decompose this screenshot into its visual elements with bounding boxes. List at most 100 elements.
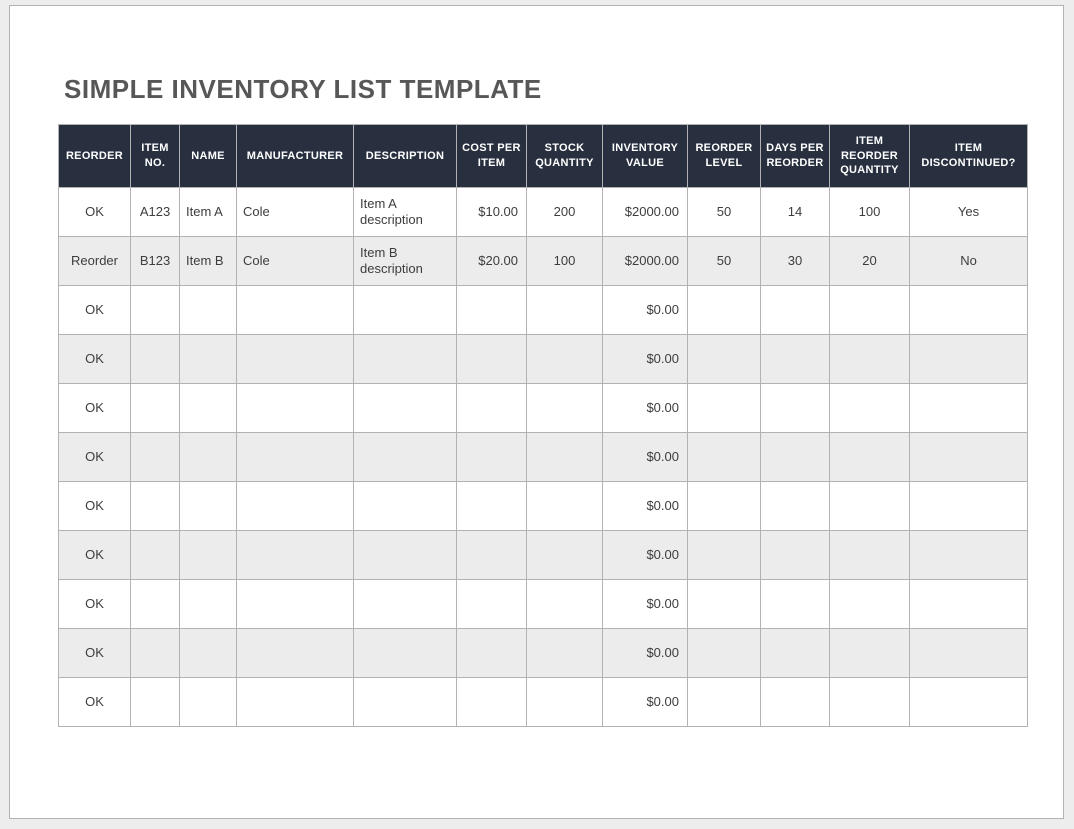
table-cell[interactable]: OK xyxy=(58,579,131,629)
table-cell[interactable] xyxy=(909,530,1028,580)
table-cell[interactable] xyxy=(829,481,910,531)
table-cell[interactable] xyxy=(179,481,237,531)
table-cell[interactable] xyxy=(353,383,457,433)
table-cell[interactable]: Reorder xyxy=(58,236,131,286)
table-cell[interactable] xyxy=(829,628,910,678)
table-cell[interactable]: $0.00 xyxy=(602,481,688,531)
table-cell[interactable]: $0.00 xyxy=(602,530,688,580)
table-cell[interactable] xyxy=(179,579,237,629)
table-cell[interactable]: $2000.00 xyxy=(602,236,688,286)
table-cell[interactable] xyxy=(909,628,1028,678)
table-cell[interactable]: OK xyxy=(58,628,131,678)
table-cell[interactable] xyxy=(687,481,761,531)
table-cell[interactable]: 14 xyxy=(760,187,830,237)
table-cell[interactable]: B123 xyxy=(130,236,180,286)
table-cell[interactable] xyxy=(760,530,830,580)
table-cell[interactable]: No xyxy=(909,236,1028,286)
table-cell[interactable] xyxy=(760,579,830,629)
table-cell[interactable] xyxy=(456,579,527,629)
table-cell[interactable]: OK xyxy=(58,187,131,237)
table-cell[interactable]: Item B xyxy=(179,236,237,286)
table-cell[interactable] xyxy=(179,530,237,580)
table-cell[interactable] xyxy=(353,285,457,335)
table-cell[interactable]: 50 xyxy=(687,187,761,237)
table-cell[interactable] xyxy=(353,481,457,531)
table-cell[interactable] xyxy=(456,628,527,678)
table-cell[interactable] xyxy=(829,677,910,727)
table-cell[interactable] xyxy=(456,383,527,433)
table-cell[interactable] xyxy=(179,432,237,482)
table-cell[interactable]: $0.00 xyxy=(602,677,688,727)
table-cell[interactable] xyxy=(236,383,354,433)
table-cell[interactable]: $0.00 xyxy=(602,432,688,482)
table-cell[interactable]: $0.00 xyxy=(602,334,688,384)
table-cell[interactable] xyxy=(130,677,180,727)
table-cell[interactable] xyxy=(687,628,761,678)
table-cell[interactable] xyxy=(687,677,761,727)
table-cell[interactable] xyxy=(353,432,457,482)
table-cell[interactable] xyxy=(130,432,180,482)
table-cell[interactable] xyxy=(829,432,910,482)
table-cell[interactable] xyxy=(456,481,527,531)
table-cell[interactable] xyxy=(236,579,354,629)
table-cell[interactable] xyxy=(526,383,603,433)
table-cell[interactable] xyxy=(526,432,603,482)
table-cell[interactable]: $0.00 xyxy=(602,383,688,433)
table-cell[interactable] xyxy=(130,383,180,433)
table-cell[interactable] xyxy=(526,677,603,727)
table-cell[interactable] xyxy=(526,334,603,384)
table-cell[interactable] xyxy=(687,383,761,433)
table-cell[interactable] xyxy=(456,285,527,335)
table-cell[interactable] xyxy=(236,432,354,482)
table-cell[interactable] xyxy=(829,579,910,629)
table-cell[interactable] xyxy=(829,334,910,384)
table-cell[interactable] xyxy=(687,334,761,384)
table-cell[interactable] xyxy=(760,432,830,482)
table-cell[interactable]: 20 xyxy=(829,236,910,286)
table-cell[interactable]: Cole xyxy=(236,187,354,237)
table-cell[interactable] xyxy=(760,285,830,335)
table-cell[interactable]: OK xyxy=(58,285,131,335)
table-cell[interactable] xyxy=(179,677,237,727)
table-cell[interactable] xyxy=(760,677,830,727)
table-cell[interactable] xyxy=(130,334,180,384)
table-cell[interactable] xyxy=(456,677,527,727)
table-cell[interactable] xyxy=(236,628,354,678)
table-cell[interactable]: $0.00 xyxy=(602,628,688,678)
table-cell[interactable] xyxy=(179,285,237,335)
table-cell[interactable] xyxy=(829,530,910,580)
table-cell[interactable] xyxy=(909,677,1028,727)
table-cell[interactable] xyxy=(353,628,457,678)
table-cell[interactable] xyxy=(130,530,180,580)
table-cell[interactable] xyxy=(909,432,1028,482)
table-cell[interactable] xyxy=(179,334,237,384)
table-cell[interactable] xyxy=(179,628,237,678)
table-cell[interactable] xyxy=(909,334,1028,384)
table-cell[interactable] xyxy=(526,579,603,629)
table-cell[interactable] xyxy=(829,383,910,433)
table-cell[interactable]: $0.00 xyxy=(602,285,688,335)
table-cell[interactable] xyxy=(456,530,527,580)
table-cell[interactable]: 50 xyxy=(687,236,761,286)
table-cell[interactable] xyxy=(130,579,180,629)
table-cell[interactable] xyxy=(236,530,354,580)
table-cell[interactable] xyxy=(526,285,603,335)
table-cell[interactable] xyxy=(179,383,237,433)
table-cell[interactable] xyxy=(909,285,1028,335)
table-cell[interactable]: 30 xyxy=(760,236,830,286)
table-cell[interactable] xyxy=(353,530,457,580)
table-cell[interactable]: OK xyxy=(58,383,131,433)
table-cell[interactable] xyxy=(130,285,180,335)
table-cell[interactable] xyxy=(909,383,1028,433)
table-cell[interactable] xyxy=(829,285,910,335)
table-cell[interactable] xyxy=(353,677,457,727)
table-cell[interactable] xyxy=(909,481,1028,531)
table-cell[interactable] xyxy=(353,579,457,629)
table-cell[interactable] xyxy=(130,628,180,678)
table-cell[interactable]: 100 xyxy=(829,187,910,237)
table-cell[interactable] xyxy=(760,481,830,531)
table-cell[interactable]: Item B description xyxy=(353,236,457,286)
table-cell[interactable]: OK xyxy=(58,334,131,384)
table-cell[interactable] xyxy=(526,530,603,580)
table-cell[interactable]: $2000.00 xyxy=(602,187,688,237)
